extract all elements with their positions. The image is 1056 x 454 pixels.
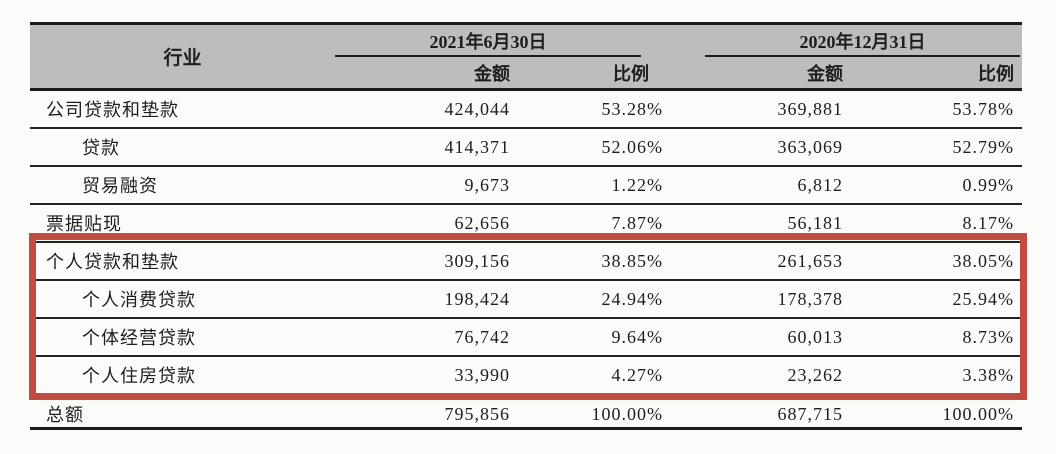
- table-row-individual-business-loans: 个体经营贷款 76,742 9.64% 60,013 8.73%: [30, 319, 1022, 357]
- ratio-2020-cell: 3.38%: [962, 364, 1014, 385]
- amount-2021-cell: 33,990: [454, 364, 510, 385]
- ratio-2021-cell: 100.00%: [591, 403, 663, 424]
- table-row-personal-housing-loans: 个人住房贷款 33,990 4.27% 23,262 3.38%: [30, 357, 1022, 395]
- ratio-2020-cell: 8.73%: [962, 326, 1014, 347]
- ratio-column-header-2020: 比例: [978, 63, 1014, 84]
- ratio-2021-cell: 9.64%: [611, 326, 663, 347]
- ratio-column-header-2021: 比例: [613, 63, 649, 84]
- industry-cell: 总额: [46, 405, 84, 425]
- period-date-2020: 2020年12月31日: [705, 25, 1020, 57]
- ratio-2020-cell: 100.00%: [942, 403, 1014, 424]
- amount-2020-cell: 60,013: [787, 326, 843, 347]
- table-row-total: 总额 795,856 100.00% 687,715 100.00%: [30, 395, 1022, 433]
- table-row-trade-finance: 贸易融资 9,673 1.22% 6,812 0.99%: [30, 167, 1022, 205]
- amount-2020-cell: 369,881: [777, 98, 843, 119]
- amount-2021-cell: 198,424: [444, 288, 510, 309]
- table-row-corporate-loans: 公司贷款和垫款 424,044 53.28% 369,881 53.78%: [30, 91, 1022, 129]
- amount-2020-cell: 56,181: [787, 212, 843, 233]
- ratio-2020-cell: 52.79%: [952, 136, 1014, 157]
- amount-2020-cell: 23,262: [787, 364, 843, 385]
- amount-column-header-2020: 金额: [807, 63, 843, 84]
- ratio-2021-cell: 38.85%: [601, 250, 663, 271]
- industry-cell: 个人住房贷款: [82, 366, 196, 386]
- table-row-personal-consumption-loans: 个人消费贷款 198,424 24.94% 178,378 25.94%: [30, 281, 1022, 319]
- amount-2021-cell: 76,742: [454, 326, 510, 347]
- amount-2020-cell: 6,812: [797, 174, 843, 195]
- ratio-2020-cell: 25.94%: [952, 288, 1014, 309]
- ratio-2020-cell: 0.99%: [962, 174, 1014, 195]
- loan-breakdown-table: 行业 2021年6月30日 金额 比例 2020年12月31日 金额 比例 公司…: [30, 22, 1022, 430]
- table-row-loans: 贷款 414,371 52.06% 363,069 52.79%: [30, 129, 1022, 167]
- table-row-discounted-bills: 票据贴现 62,656 7.87% 56,181 8.17%: [30, 205, 1022, 243]
- ratio-2021-cell: 52.06%: [601, 136, 663, 157]
- industry-cell: 贷款: [82, 138, 120, 158]
- amount-2020-cell: 363,069: [777, 136, 843, 157]
- amount-2020-cell: 261,653: [777, 250, 843, 271]
- industry-cell: 票据贴现: [46, 214, 122, 234]
- amount-2020-cell: 687,715: [777, 403, 843, 424]
- industry-cell: 个体经营贷款: [82, 328, 196, 348]
- ratio-2020-cell: 38.05%: [952, 250, 1014, 271]
- industry-cell: 公司贷款和垫款: [46, 100, 179, 120]
- industry-column-header: 行业: [163, 48, 202, 69]
- amount-2021-cell: 309,156: [444, 250, 510, 271]
- ratio-2020-cell: 8.17%: [962, 212, 1014, 233]
- ratio-2021-cell: 24.94%: [601, 288, 663, 309]
- ratio-2020-cell: 53.78%: [952, 98, 1014, 119]
- amount-2021-cell: 9,673: [464, 174, 510, 195]
- amount-column-header-2021: 金额: [474, 63, 510, 84]
- amount-2021-cell: 414,371: [444, 136, 510, 157]
- ratio-2021-cell: 7.87%: [611, 212, 663, 233]
- industry-cell: 个人贷款和垫款: [46, 252, 179, 272]
- ratio-2021-cell: 1.22%: [611, 174, 663, 195]
- ratio-2021-cell: 4.27%: [611, 364, 663, 385]
- period-date-2021: 2021年6月30日: [335, 25, 641, 57]
- amount-2020-cell: 178,378: [777, 288, 843, 309]
- period-group-2021: 2021年6月30日 金额 比例: [335, 25, 665, 88]
- ratio-2021-cell: 53.28%: [601, 98, 663, 119]
- table-row-personal-loans: 个人贷款和垫款 309,156 38.85% 261,653 38.05%: [30, 243, 1022, 281]
- table-header: 行业 2021年6月30日 金额 比例 2020年12月31日 金额 比例: [30, 25, 1022, 91]
- industry-cell: 贸易融资: [82, 176, 158, 196]
- amount-2021-cell: 424,044: [444, 98, 510, 119]
- industry-cell: 个人消费贷款: [82, 290, 196, 310]
- amount-2021-cell: 795,856: [444, 403, 510, 424]
- amount-2021-cell: 62,656: [454, 212, 510, 233]
- period-group-2020: 2020年12月31日 金额 比例: [665, 25, 1022, 88]
